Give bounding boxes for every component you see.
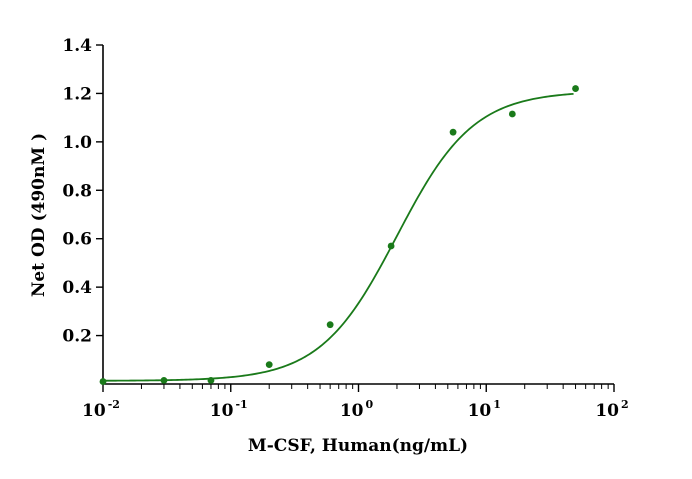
data-point [265, 361, 273, 369]
x-tick-label: 10 -2 [82, 398, 120, 421]
data-point [508, 110, 516, 118]
x-tick-label: 10 1 [468, 398, 501, 421]
data-point [572, 85, 579, 92]
axes [96, 44, 615, 392]
y-tick-label: 0.6 [62, 230, 92, 250]
x-tick-label: 10 0 [340, 398, 374, 421]
y-tick-label: 0.2 [62, 327, 92, 347]
x-axis-title: M-CSF, Human(ng/mL) [248, 436, 468, 456]
fit-curve-layer [102, 92, 574, 382]
y-tick-label: 1.4 [62, 36, 92, 56]
data-point [387, 242, 395, 250]
data-point [160, 376, 168, 384]
y-tick-label: 0.4 [62, 278, 92, 298]
data-points-layer [99, 85, 579, 385]
fit-curve [102, 92, 574, 382]
data-point [207, 376, 215, 384]
data-point [99, 378, 107, 385]
y-axis-title: Net OD (490nM ) [29, 133, 49, 297]
x-tick-label: 10 2 [595, 398, 628, 421]
data-point [449, 128, 457, 136]
x-tick-label: 10 -1 [210, 398, 248, 421]
axis-labels: 0.2 0.4 0.6 0.8 1.0 1.2 1.4 10 -2 10 -1 10 0 10 1 10 2 [62, 36, 628, 421]
y-tick-label: 0.8 [62, 181, 92, 201]
y-tick-label: 1.2 [62, 84, 92, 104]
data-point [326, 321, 334, 329]
y-tick-label: 1.0 [62, 133, 92, 153]
